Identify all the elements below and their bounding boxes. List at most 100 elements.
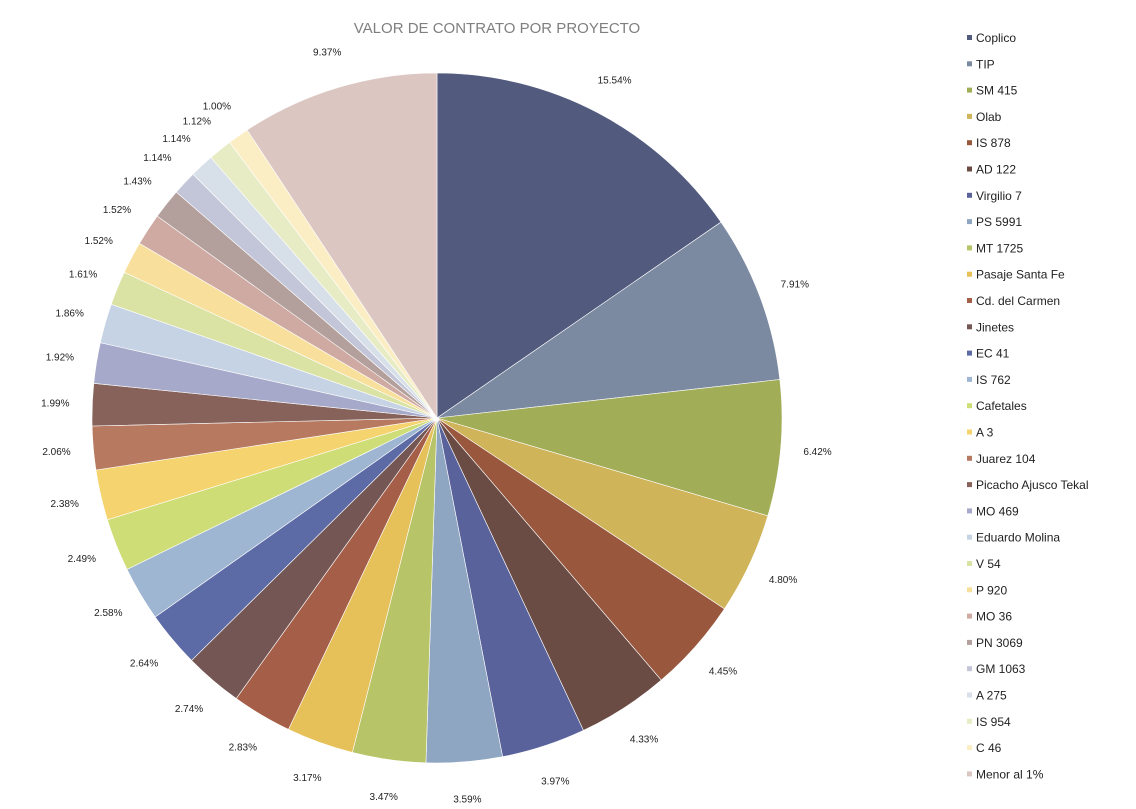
data-label-virgilio-7: 3.97% bbox=[541, 777, 569, 788]
legend-item-a-3: A 3 bbox=[967, 426, 994, 440]
legend-swatch bbox=[967, 429, 972, 435]
legend-swatch bbox=[967, 613, 972, 619]
legend-swatch bbox=[967, 61, 972, 67]
legend-item-mo-469: MO 469 bbox=[967, 504, 1019, 518]
data-label-is-762: 2.58% bbox=[94, 608, 122, 619]
legend-swatch bbox=[967, 718, 972, 724]
data-label-p-920: 1.52% bbox=[85, 236, 113, 247]
legend-item-is-954: IS 954 bbox=[967, 715, 1011, 729]
legend-label: Menor al 1% bbox=[976, 767, 1044, 781]
data-label-a-3: 2.38% bbox=[51, 499, 79, 510]
legend-swatch bbox=[967, 534, 972, 540]
legend-label: Pasaje Santa Fe bbox=[976, 268, 1065, 282]
pie-slice-menor-al-1 bbox=[246, 72, 438, 419]
legend-swatch bbox=[967, 113, 972, 119]
legend-label: Picacho Ajusco Tekal bbox=[976, 478, 1089, 492]
legend-label: TIP bbox=[976, 57, 995, 71]
legend-label: C 46 bbox=[976, 741, 1002, 755]
legend-label: Coplico bbox=[976, 31, 1016, 45]
legend-item-coplico: Coplico bbox=[967, 31, 1016, 45]
legend-swatch bbox=[967, 298, 972, 303]
legend-item-menor-al-1: Menor al 1% bbox=[967, 767, 1044, 781]
chart-legend: Coplico TIP SM 415 Olab IS 878 AD 122 Virgilio… bbox=[967, 31, 1089, 781]
legend-item-juarez-104: Juarez 104 bbox=[967, 452, 1036, 466]
data-label-olab: 4.80% bbox=[769, 575, 797, 586]
legend-label: GM 1063 bbox=[976, 662, 1026, 676]
legend-item-ps-5991: PS 5991 bbox=[967, 215, 1022, 229]
legend-label: AD 122 bbox=[976, 163, 1016, 177]
data-label-is-878: 4.45% bbox=[709, 667, 737, 678]
data-label-mt-1725: 3.47% bbox=[370, 792, 398, 803]
legend-swatch bbox=[967, 745, 972, 751]
legend-label: EC 41 bbox=[976, 347, 1010, 361]
chart-title: VALOR DE CONTRATO POR PROYECTO bbox=[354, 20, 640, 37]
legend-label: IS 878 bbox=[976, 136, 1011, 150]
legend-label: Eduardo Molina bbox=[976, 531, 1060, 545]
legend-item-cd-del-carmen: Cd. del Carmen bbox=[967, 294, 1060, 308]
legend-swatch bbox=[967, 771, 972, 777]
legend-item-v-54: V 54 bbox=[967, 557, 1001, 571]
legend-item-jinetes: Jinetes bbox=[967, 320, 1014, 334]
legend-swatch bbox=[967, 561, 972, 566]
legend-label: IS 762 bbox=[976, 373, 1011, 387]
legend-label: A 3 bbox=[976, 426, 994, 440]
data-label-c-46: 1.00% bbox=[203, 101, 231, 112]
legend-item-is-878: IS 878 bbox=[967, 136, 1011, 150]
data-label-tip: 7.91% bbox=[781, 280, 809, 291]
legend-label: V 54 bbox=[976, 557, 1001, 571]
legend-swatch bbox=[967, 482, 972, 488]
legend-swatch bbox=[967, 245, 972, 251]
legend-swatch bbox=[967, 508, 972, 514]
data-label-pn-3069: 1.43% bbox=[123, 176, 151, 187]
legend-label: Olab bbox=[976, 110, 1002, 124]
legend-item-mt-1725: MT 1725 bbox=[967, 241, 1023, 255]
legend-label: Jinetes bbox=[976, 320, 1014, 334]
legend-item-picacho-ajusco-tekal: Picacho Ajusco Tekal bbox=[967, 478, 1089, 492]
legend-item-c-46: C 46 bbox=[967, 741, 1002, 755]
legend-label: MT 1725 bbox=[976, 241, 1023, 255]
legend-label: Juarez 104 bbox=[976, 452, 1036, 466]
data-label-juarez-104: 2.06% bbox=[42, 447, 70, 458]
data-label-sm-415: 6.42% bbox=[803, 447, 831, 458]
pie-slice-coplico bbox=[436, 72, 722, 419]
legend-item-pn-3069: PN 3069 bbox=[967, 636, 1023, 650]
legend-label: Cafetales bbox=[976, 399, 1027, 413]
legend-swatch bbox=[967, 666, 972, 672]
legend-swatch bbox=[967, 639, 972, 645]
data-label-jinetes: 2.74% bbox=[175, 704, 203, 715]
legend-label: PN 3069 bbox=[976, 636, 1023, 650]
legend-item-gm-1063: GM 1063 bbox=[967, 662, 1026, 676]
legend-label: MO 36 bbox=[976, 610, 1012, 624]
data-label-cd-del-carmen: 2.83% bbox=[229, 743, 257, 754]
data-label-v-54: 1.61% bbox=[69, 270, 97, 281]
legend-swatch bbox=[967, 376, 972, 382]
legend-swatch bbox=[967, 219, 972, 225]
data-label-ec-41: 2.64% bbox=[130, 659, 158, 670]
data-label-eduardo-molina: 1.86% bbox=[56, 309, 84, 320]
legend-swatch bbox=[967, 324, 972, 330]
legend-label: A 275 bbox=[976, 689, 1007, 703]
data-label-mo-36: 1.52% bbox=[103, 205, 131, 216]
legend-item-ec-41: EC 41 bbox=[967, 347, 1010, 361]
legend-item-pasaje-santa-fe: Pasaje Santa Fe bbox=[967, 268, 1065, 282]
legend-swatch bbox=[967, 692, 972, 698]
data-label-ad-122: 4.33% bbox=[630, 735, 658, 746]
legend-swatch bbox=[967, 87, 972, 93]
data-label-a-275: 1.14% bbox=[162, 134, 190, 145]
legend-label: P 920 bbox=[976, 583, 1007, 597]
legend-swatch bbox=[967, 271, 972, 277]
legend-item-eduardo-molina: Eduardo Molina bbox=[967, 531, 1060, 545]
legend-swatch bbox=[967, 166, 972, 172]
legend-item-mo-36: MO 36 bbox=[967, 610, 1012, 624]
legend-item-olab: Olab bbox=[967, 110, 1002, 124]
legend-item-a-275: A 275 bbox=[967, 689, 1007, 703]
legend-item-sm-415: SM 415 bbox=[967, 84, 1018, 98]
legend-item-is-762: IS 762 bbox=[967, 373, 1011, 387]
pie-slices bbox=[91, 72, 783, 764]
data-label-pasaje-santa-fe: 3.17% bbox=[293, 773, 321, 784]
legend-swatch bbox=[967, 403, 972, 409]
legend-swatch bbox=[967, 140, 972, 146]
legend-item-cafetales: Cafetales bbox=[967, 399, 1027, 413]
legend-swatch bbox=[967, 587, 972, 593]
data-label-cafetales: 2.49% bbox=[68, 554, 96, 565]
